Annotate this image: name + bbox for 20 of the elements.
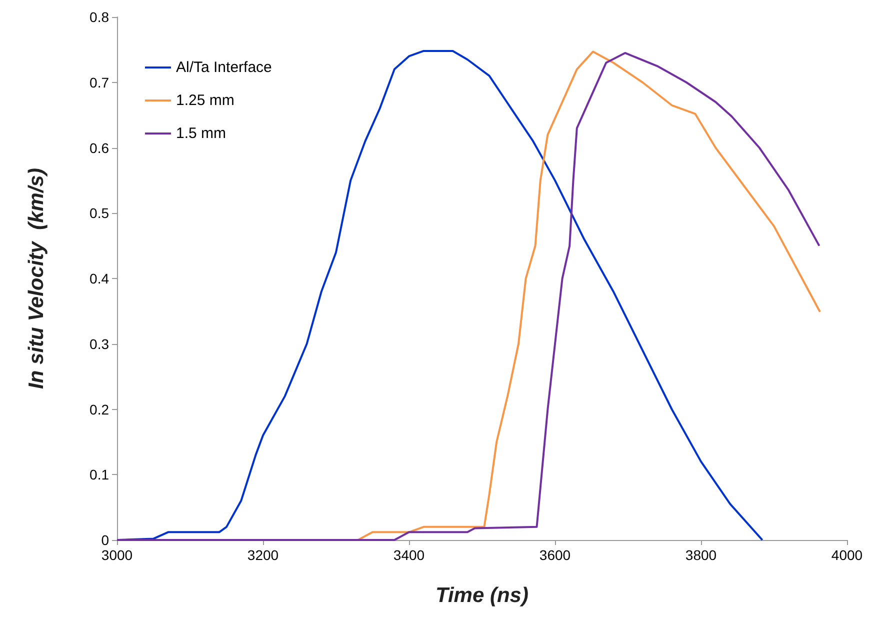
x-tick-label: 3600 <box>539 547 571 563</box>
y-tick-label: 0.4 <box>90 270 110 286</box>
x-axis-title: Time (ns) <box>436 584 528 607</box>
x-tick-label: 3800 <box>685 547 717 563</box>
y-tick-label: 0.7 <box>90 74 110 90</box>
y-tick-label: 0 <box>101 532 110 548</box>
y-axis-title: In situ Velocity (km/s) <box>25 168 48 389</box>
y-tick-label: 0.8 <box>90 9 110 25</box>
y-tick-label: 0.3 <box>90 336 110 352</box>
legend-label: 1.5 mm <box>176 125 226 142</box>
y-tick-label: 0.5 <box>90 205 110 222</box>
x-tick-label: 4000 <box>831 547 863 563</box>
legend-label: Al/Ta Interface <box>176 59 272 76</box>
x-tick-label: 3000 <box>101 547 133 563</box>
y-tick-label: 0.2 <box>90 401 110 418</box>
y-tick-label: 0.6 <box>90 140 110 156</box>
legend-label: 1.25 mm <box>176 92 234 109</box>
x-tick-label: 3200 <box>247 547 279 563</box>
x-tick-label: 3400 <box>393 547 425 563</box>
y-tick-label: 0.1 <box>90 466 110 483</box>
